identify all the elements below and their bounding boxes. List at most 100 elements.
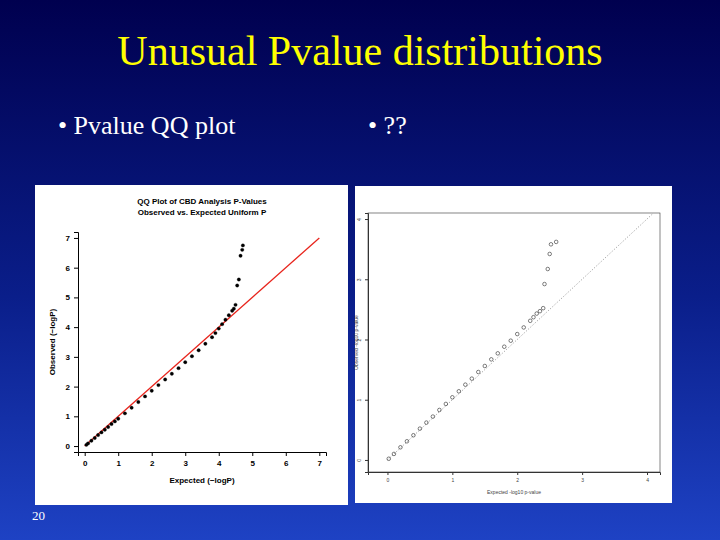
y-tick-mark <box>365 339 368 340</box>
x-tick-mark <box>517 472 518 475</box>
point <box>106 425 109 428</box>
chart-panel <box>35 185 348 505</box>
point <box>546 267 550 271</box>
point <box>522 326 526 330</box>
slide-title: Unusual Pvalue distributions <box>117 28 602 74</box>
y-tick: 1 <box>356 399 368 402</box>
x-tick-mark <box>582 472 583 475</box>
point <box>451 396 455 400</box>
y-axis-line <box>365 214 369 473</box>
point <box>438 408 442 412</box>
chart-panel <box>355 186 672 503</box>
point <box>548 252 552 256</box>
y-tick: 4 <box>66 323 78 332</box>
x-tick: 3 <box>184 452 189 468</box>
x-tick-label: 4 <box>646 477 649 483</box>
x-tick-mark <box>286 452 287 456</box>
x-tick-label: 1 <box>116 459 121 468</box>
x-tick: 4 <box>646 472 649 483</box>
x-tick: 2 <box>516 472 519 483</box>
bullet: • Pvalue QQ plot <box>58 111 236 140</box>
x-tick: 2 <box>150 452 155 468</box>
y-tick: 3 <box>66 353 78 362</box>
point <box>239 254 242 257</box>
y-tick-label: 3 <box>356 278 362 281</box>
point <box>100 431 103 434</box>
x-tick-mark <box>319 452 320 456</box>
x-tick: 0 <box>83 452 88 468</box>
point <box>541 306 545 310</box>
x-tick-label: 1 <box>451 477 454 483</box>
y-tick-mark <box>74 416 78 417</box>
plot-frame <box>368 213 660 472</box>
point <box>418 427 422 431</box>
y-tick-label: 0 <box>66 442 71 451</box>
x-tick-mark <box>118 452 119 456</box>
point <box>157 383 160 386</box>
point <box>235 284 238 287</box>
y-tick-label: 0 <box>356 459 362 462</box>
y-tick-label: 7 <box>66 234 71 243</box>
point <box>483 364 487 368</box>
x-tick-label: 0 <box>387 477 390 483</box>
point <box>217 327 220 330</box>
y-tick: 0 <box>66 442 78 451</box>
point <box>241 248 244 251</box>
point <box>464 383 468 387</box>
chart-title: QQ Plot of CBD Analysis P-Values <box>137 197 267 206</box>
x-tick-mark <box>85 452 86 456</box>
x-tick: 5 <box>251 452 256 468</box>
y-tick: 7 <box>66 234 78 243</box>
slide: Unusual Pvalue distributions • Pvalue QQ … <box>0 0 720 540</box>
point <box>502 345 506 349</box>
point <box>538 309 542 313</box>
x-tick-label: 3 <box>184 459 189 468</box>
y-tick: 5 <box>66 293 78 302</box>
y-tick-label: 3 <box>66 353 71 362</box>
x-tick-label: 2 <box>150 459 155 468</box>
point <box>150 389 153 392</box>
point <box>103 428 106 431</box>
reference-line <box>85 238 320 446</box>
point <box>93 436 96 439</box>
point <box>224 318 227 321</box>
y-tick-label: 2 <box>66 383 71 392</box>
y-tick: 0 <box>356 459 368 462</box>
point <box>543 282 547 286</box>
y-tick-label: 5 <box>66 293 71 302</box>
point <box>204 342 207 345</box>
point <box>457 389 461 393</box>
x-tick-mark <box>219 452 220 456</box>
plot-marks <box>85 238 320 447</box>
reference-line <box>387 213 653 460</box>
point <box>220 322 223 325</box>
point <box>237 278 240 281</box>
y-tick: 1 <box>66 412 78 421</box>
point <box>399 446 403 450</box>
y-tick-mark <box>74 327 78 328</box>
point <box>90 439 93 442</box>
point <box>532 315 536 319</box>
x-axis: 01234567 <box>79 452 327 468</box>
point <box>412 433 416 437</box>
chart: QQ Plot of CBD Analysis P-Values Observed… <box>35 185 348 505</box>
point <box>113 420 116 423</box>
y-tick-label: 6 <box>66 264 71 273</box>
point <box>515 332 519 336</box>
point <box>190 355 193 358</box>
chart-subtitle: Observed vs. Expected Uniform P <box>138 208 267 217</box>
y-tick-mark <box>74 446 78 447</box>
point <box>392 452 396 456</box>
x-tick-mark <box>387 472 388 475</box>
x-axis: 01234 <box>369 472 661 483</box>
y-tick-mark <box>365 219 368 220</box>
x-tick-label: 0 <box>83 459 88 468</box>
x-tick-mark <box>252 452 253 456</box>
point <box>163 378 166 381</box>
y-axis-line <box>74 233 79 453</box>
y-tick-mark <box>74 238 78 239</box>
x-tick: 1 <box>116 452 121 468</box>
x-tick-mark <box>647 472 648 475</box>
x-tick-mark <box>185 452 186 456</box>
point <box>387 457 391 461</box>
